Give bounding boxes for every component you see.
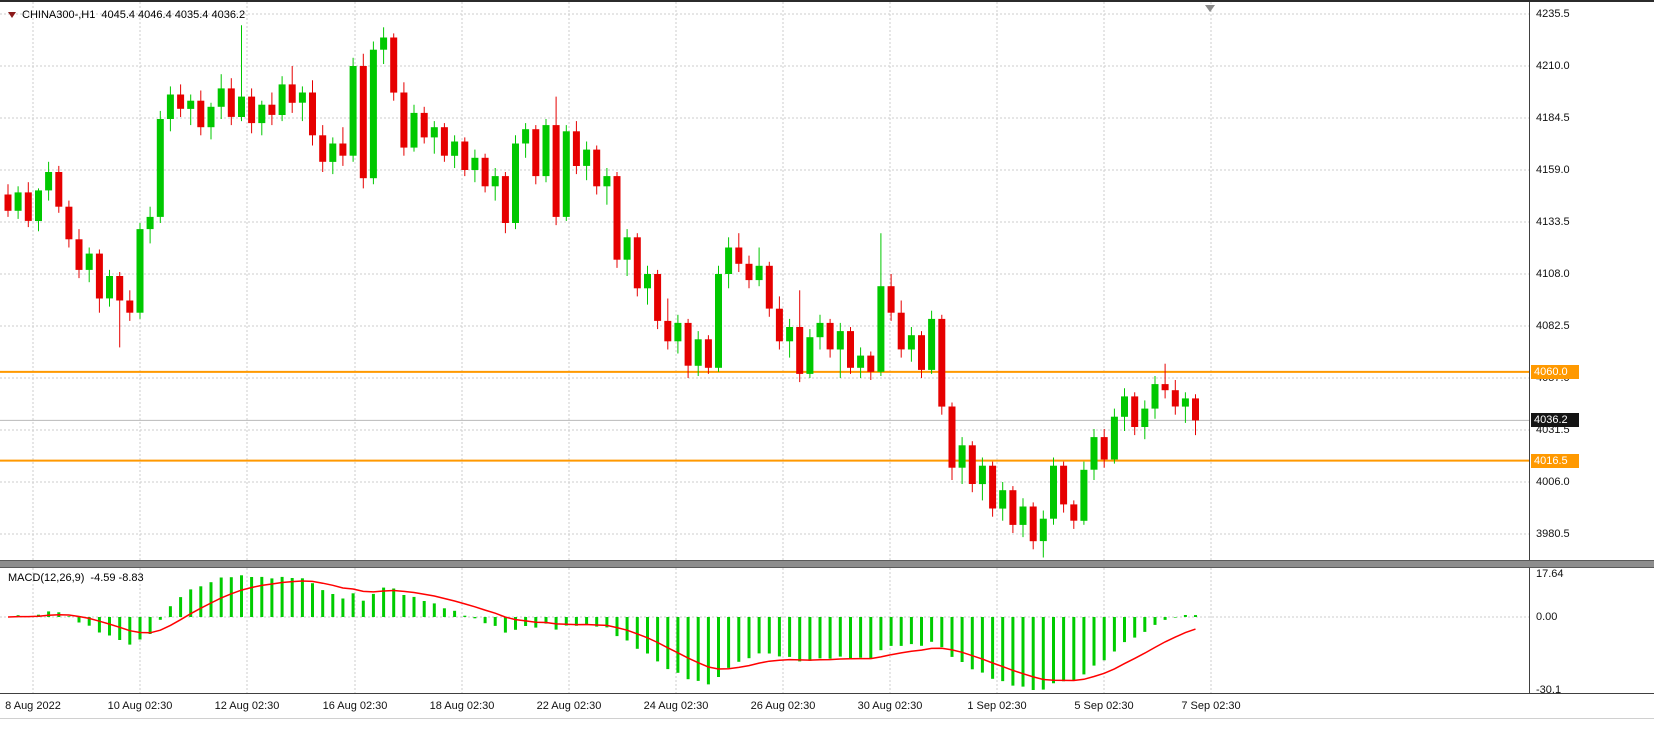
hline-price-badge: 4060.0 — [1531, 365, 1579, 379]
macd-signal-line — [7, 580, 1196, 682]
symbol-title: CHINA300-,H1 4045.4 4046.4 4035.4 4036.2 — [8, 9, 245, 21]
ohlc-values: 4045.4 4046.4 4035.4 4036.2 — [101, 9, 246, 21]
time-axis-label: 12 Aug 02:30 — [214, 700, 280, 712]
macd-grid — [0, 568, 1529, 693]
macd-histogram — [16, 575, 1197, 690]
time-axis-label: 16 Aug 02:30 — [322, 700, 388, 712]
current-price-badge: 4036.2 — [1531, 413, 1579, 427]
time-axis-label: 5 Sep 02:30 — [1074, 700, 1134, 712]
macd-axis-label: 0.00 — [1536, 611, 1558, 623]
price-axis-label: 4133.5 — [1536, 216, 1570, 228]
time-axis-label: 1 Sep 02:30 — [967, 700, 1027, 712]
price-axis-label: 4108.0 — [1536, 268, 1570, 280]
time-axis-label: 8 Aug 2022 — [5, 700, 61, 712]
time-axis[interactable]: 8 Aug 2022 10 Aug 02:30 12 Aug 02:30 16 Aug… — [0, 693, 1654, 719]
macd-indicator-title: MACD(12,26,9) -4.59 -8.83 — [8, 572, 144, 584]
price-axis-label: 4031.5 — [1536, 424, 1570, 436]
time-axis-label: 26 Aug 02:30 — [750, 700, 816, 712]
macd-axis-label: 17.64 — [1536, 568, 1564, 580]
time-axis-label: 18 Aug 02:30 — [429, 700, 495, 712]
price-axis-label: 4082.5 — [1536, 320, 1570, 332]
symbol-label: CHINA300-,H1 — [22, 9, 96, 21]
time-axis-label: 24 Aug 02:30 — [643, 700, 709, 712]
price-axis[interactable]: 4235.5 4210.0 4184.5 4159.0 4133.5 4108.0 4082… — [1529, 2, 1654, 696]
price-axis-label: 4235.5 — [1536, 8, 1570, 20]
time-axis-label: 22 Aug 02:30 — [536, 700, 602, 712]
hline-price-badge: 4016.5 — [1531, 454, 1579, 468]
pane-splitter[interactable] — [0, 560, 1654, 568]
time-axis-label: 10 Aug 02:30 — [107, 700, 173, 712]
macd-name: MACD(12,26,9) — [8, 572, 85, 584]
price-axis-label: 4159.0 — [1536, 164, 1570, 176]
grid-lines — [0, 2, 1529, 560]
price-chart[interactable] — [0, 2, 1529, 560]
price-axis-label: 4210.0 — [1536, 60, 1570, 72]
price-axis-label: 4006.0 — [1536, 476, 1570, 488]
price-axis-label: 3980.5 — [1536, 528, 1570, 540]
time-axis-label: 30 Aug 02:30 — [857, 700, 923, 712]
macd-indicator-chart[interactable] — [0, 568, 1529, 693]
chart-shift-marker-icon[interactable] — [1205, 5, 1215, 12]
macd-values: -4.59 -8.83 — [90, 572, 144, 584]
price-axis-label: 4184.5 — [1536, 112, 1570, 124]
symbol-dropdown-icon[interactable] — [8, 12, 16, 18]
candles — [4, 25, 1199, 558]
time-axis-label: 7 Sep 02:30 — [1181, 700, 1241, 712]
